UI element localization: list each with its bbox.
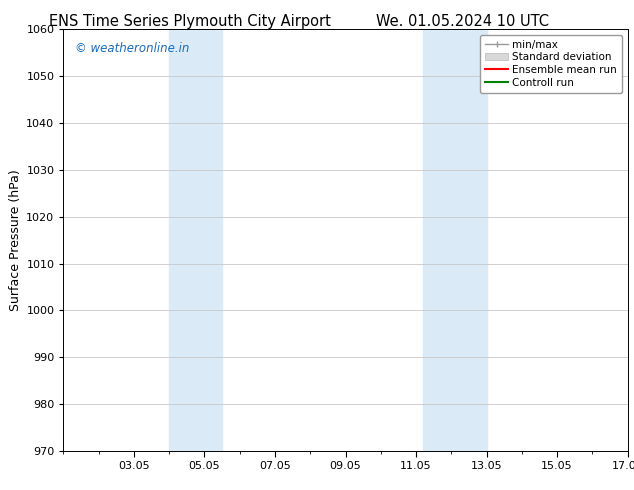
Bar xyxy=(423,29,487,451)
Bar xyxy=(169,29,222,451)
Legend: min/max, Standard deviation, Ensemble mean run, Controll run: min/max, Standard deviation, Ensemble me… xyxy=(480,35,623,93)
Text: We. 01.05.2024 10 UTC: We. 01.05.2024 10 UTC xyxy=(377,14,549,29)
Text: ENS Time Series Plymouth City Airport: ENS Time Series Plymouth City Airport xyxy=(49,14,331,29)
Y-axis label: Surface Pressure (hPa): Surface Pressure (hPa) xyxy=(9,169,22,311)
Text: © weatheronline.in: © weatheronline.in xyxy=(75,42,189,55)
